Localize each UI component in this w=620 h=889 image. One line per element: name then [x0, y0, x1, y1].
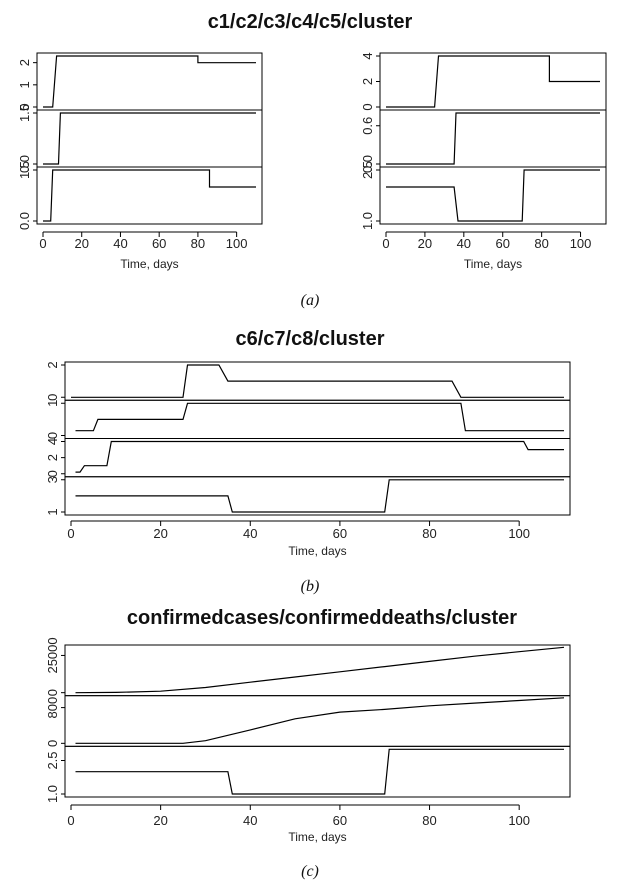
panel-box [64, 476, 571, 516]
panel-box [64, 438, 571, 478]
y-tick-label: 0 [45, 740, 60, 747]
series-line [43, 169, 256, 222]
series-line [75, 748, 564, 795]
x-tick-label: 20 [74, 236, 88, 251]
panel-box [379, 166, 607, 225]
y-tick-label: 0 [45, 689, 60, 696]
series-line [386, 55, 600, 108]
y-tick-label: 25000 [45, 637, 60, 673]
x-tick-label: 20 [153, 813, 167, 828]
y-tick-label: 1.0 [360, 212, 375, 230]
x-tick-label: 20 [418, 236, 432, 251]
y-tick-label: 0.6 [360, 117, 375, 135]
panel-box [64, 644, 571, 697]
y-tick-label: 0.0 [17, 155, 32, 173]
x-axis-label: Time, days [120, 257, 178, 271]
chart-a-right: 0 2 4 0.0 0.6 1.0 2.5 0 20 40 60 80 100 Time, days [360, 52, 607, 271]
panel-box [379, 109, 607, 168]
chart-title-b: c6/c7/c8/cluster [236, 328, 385, 350]
y-tick-label: 1.5 [17, 161, 32, 179]
series-line [75, 479, 564, 513]
series-line [386, 169, 600, 222]
y-tick-label: 800 [45, 697, 60, 719]
y-tick-label: 2 [360, 78, 375, 85]
x-tick-label: 60 [333, 813, 347, 828]
y-tick-label: 0 [45, 432, 60, 439]
caption-c: (c) [301, 863, 319, 880]
y-tick-label: 2 [17, 59, 32, 66]
x-tick-label: 80 [191, 236, 205, 251]
caption-a: (a) [301, 292, 320, 309]
y-tick-label: 2 [45, 361, 60, 368]
y-tick-label: 2 [45, 454, 60, 461]
series-line [75, 440, 564, 473]
x-axis-label: Time, days [288, 830, 346, 844]
y-tick-label: 0 [45, 394, 60, 401]
series-line [75, 697, 565, 744]
chart-title-c: confirmedcases/confirmeddeaths/cluster [127, 607, 517, 629]
y-tick-label: 4 [45, 438, 60, 445]
x-tick-label: 40 [113, 236, 127, 251]
y-tick-label: 2.5 [45, 751, 60, 769]
y-tick-label: 1 [45, 400, 60, 407]
y-tick-label: 1.5 [17, 104, 32, 122]
x-tick-label: 80 [534, 236, 548, 251]
y-tick-label: 3 [45, 476, 60, 483]
x-tick-label: 0 [67, 526, 74, 541]
x-tick-label: 0 [382, 236, 389, 251]
x-tick-label: 0 [39, 236, 46, 251]
x-tick-label: 40 [457, 236, 471, 251]
caption-b: (b) [301, 578, 320, 595]
x-tick-label: 80 [422, 813, 436, 828]
series-line [75, 646, 565, 694]
panel-box [36, 52, 263, 111]
y-tick-label: 0 [45, 470, 60, 477]
y-tick-label: 0 [17, 103, 32, 110]
chart-title-a: c1/c2/c3/c4/c5/cluster [208, 11, 413, 33]
x-axis-label: Time, days [464, 257, 522, 271]
x-tick-label: 40 [243, 813, 257, 828]
series-line [75, 402, 564, 432]
x-tick-label: 0 [67, 813, 74, 828]
panel-box [36, 109, 263, 168]
x-tick-label: 100 [226, 236, 248, 251]
series-line [43, 55, 256, 108]
x-tick-label: 60 [333, 526, 347, 541]
y-tick-label: 1 [17, 81, 32, 88]
y-tick-label: 0 [360, 103, 375, 110]
y-tick-label: 1.0 [45, 785, 60, 803]
x-axis-label: Time, days [288, 544, 346, 558]
panel-box [36, 166, 263, 225]
x-tick-label: 60 [152, 236, 166, 251]
x-tick-label: 100 [570, 236, 592, 251]
x-tick-label: 20 [153, 526, 167, 541]
x-tick-label: 60 [495, 236, 509, 251]
x-tick-label: 100 [508, 526, 530, 541]
y-tick-label: 4 [360, 52, 375, 59]
series-line [71, 364, 564, 398]
y-tick-label: 2.5 [360, 161, 375, 179]
x-tick-label: 40 [243, 526, 257, 541]
y-tick-label: 0.0 [360, 155, 375, 173]
x-tick-label: 100 [508, 813, 530, 828]
x-tick-label: 80 [422, 526, 436, 541]
series-line [386, 112, 600, 165]
y-tick-label: 1 [45, 508, 60, 515]
panel-box [64, 695, 571, 747]
y-tick-label: 0.0 [17, 212, 32, 230]
panel-box [64, 745, 571, 798]
series-line [43, 112, 256, 165]
